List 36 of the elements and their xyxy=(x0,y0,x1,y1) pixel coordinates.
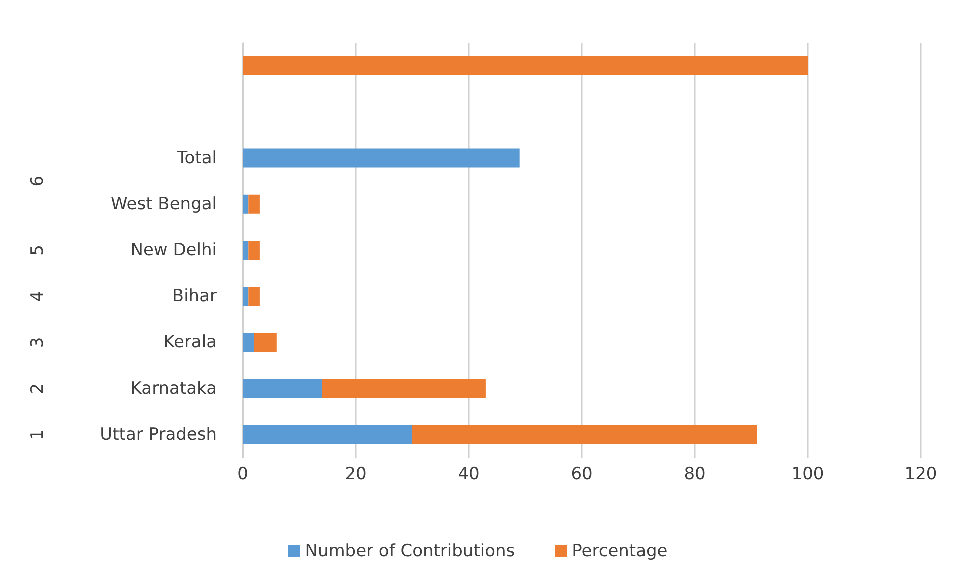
y-tick-label: Kerala xyxy=(164,332,217,353)
text: 4 xyxy=(28,291,48,302)
bar xyxy=(243,287,249,306)
bar xyxy=(243,333,254,352)
legend-label: Number of Contributions xyxy=(305,542,516,562)
y-tick-label: Bihar xyxy=(172,286,217,307)
y-tick-label: Karnataka xyxy=(130,378,217,399)
x-tick-label: 100 xyxy=(792,464,824,484)
y-tick-label: West Bengal xyxy=(110,194,217,214)
legend-label: Percentage xyxy=(572,542,668,562)
bar xyxy=(243,148,520,168)
bar xyxy=(243,379,322,398)
x-tick-label: 0 xyxy=(238,464,248,484)
bar xyxy=(322,379,486,398)
x-tick-label: 80 xyxy=(684,464,706,484)
bar xyxy=(243,194,249,214)
bar xyxy=(412,425,758,444)
x-tick-label: 60 xyxy=(571,464,593,484)
text: 1 xyxy=(28,430,48,440)
y-tick-label: New Delhi xyxy=(130,240,217,260)
bar xyxy=(248,241,260,260)
text: 2 xyxy=(28,383,48,394)
bar xyxy=(248,194,260,214)
text: 3 xyxy=(28,337,48,348)
y-tick-label: Uttar Pradesh xyxy=(100,424,217,445)
bar xyxy=(243,241,249,260)
text: 6 xyxy=(28,176,48,187)
bar xyxy=(254,333,277,352)
text: 5 xyxy=(28,245,48,256)
bar xyxy=(243,425,412,444)
bar xyxy=(243,56,808,76)
x-tick-label: 120 xyxy=(904,464,938,484)
x-tick-label: 40 xyxy=(458,464,480,484)
x-tick-label: 20 xyxy=(345,464,367,484)
bar xyxy=(248,287,260,306)
y-tick-label: Total xyxy=(176,148,217,168)
